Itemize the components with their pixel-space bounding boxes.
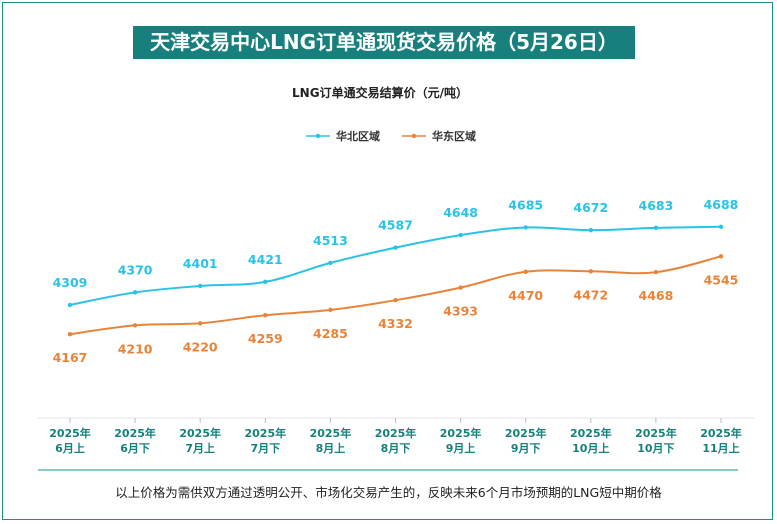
x-tick-label-year: 2025年 [179, 426, 221, 440]
legend-swatch-dot [315, 133, 321, 139]
x-tick-label-period: 9月下 [511, 442, 541, 455]
x-tick-label-period: 8月上 [316, 441, 346, 455]
footer-note: 以上价格为需供双方通过透明公开、市场化交易产生的，反映未来6个月市场预期的LNG… [115, 485, 662, 500]
x-tick-label-year: 2025年 [700, 426, 742, 440]
data-label: 4545 [704, 272, 739, 287]
data-label: 4285 [313, 326, 348, 341]
data-point [523, 269, 528, 274]
x-tick-label-period: 7月下 [250, 442, 280, 455]
data-label: 4688 [704, 197, 739, 212]
data-label: 4220 [183, 339, 218, 354]
data-label: 4393 [443, 304, 478, 319]
x-tick-label-period: 10月下 [637, 442, 674, 455]
data-point [458, 285, 463, 290]
data-point [67, 331, 73, 337]
data-label: 4470 [508, 288, 543, 303]
x-tick-label-year: 2025年 [570, 426, 612, 440]
data-label: 4167 [53, 350, 88, 365]
data-label: 4259 [248, 331, 283, 346]
data-point [523, 225, 528, 230]
data-point [718, 224, 724, 230]
data-label: 4309 [53, 275, 88, 290]
x-axis: 2025年6月上2025年6月下2025年7月上2025年7月下2025年8月上… [38, 417, 754, 471]
x-tick-label-period: 7月上 [185, 441, 215, 455]
legend-item: 华北区域 [306, 129, 380, 143]
data-point [328, 307, 333, 313]
data-point [263, 313, 268, 318]
series-1: 4309 4370 4401 4421 4513 4587 4648 4685 4672 4683… [53, 197, 739, 308]
data-label: 4472 [573, 287, 608, 302]
data-label: 4672 [573, 200, 608, 215]
data-point [132, 290, 138, 295]
data-label: 4332 [378, 316, 413, 331]
data-point [458, 232, 463, 238]
data-point [393, 245, 398, 250]
data-label: 4468 [639, 288, 674, 303]
data-point [328, 260, 333, 266]
x-tick-label-year: 2025年 [505, 426, 547, 440]
data-label: 4685 [508, 197, 543, 212]
data-point [263, 279, 268, 285]
data-point [588, 227, 593, 233]
x-tick-label-year: 2025年 [375, 426, 417, 440]
x-tick-label-year: 2025年 [635, 426, 677, 440]
data-point [198, 321, 203, 326]
data-point [67, 302, 73, 308]
data-point [198, 283, 203, 289]
page-title: 天津交易中心LNG订单通现货交易价格（5月26日） [133, 26, 635, 59]
data-point [653, 269, 659, 275]
legend-label: 华北区域 [336, 129, 380, 143]
x-tick-label-period: 6月下 [120, 442, 150, 455]
data-label: 4683 [639, 198, 674, 213]
x-tick-label-year: 2025年 [440, 426, 482, 440]
legend: 华北区域 华东区域 [306, 129, 476, 143]
data-label: 4421 [248, 252, 283, 267]
legend-swatch-dot [411, 133, 417, 139]
data-point [653, 225, 659, 231]
series-line [69, 225, 722, 306]
data-label: 4648 [443, 205, 478, 220]
x-tick-label-period: 9月上 [446, 441, 476, 455]
data-point [718, 254, 724, 259]
series-layer: 4309 4370 4401 4421 4513 4587 4648 4685 4672 4683… [53, 197, 739, 365]
data-label: 4370 [118, 262, 153, 277]
chart-title: LNG订单通交易结算价（元/吨） [292, 85, 468, 100]
series-2: 4167 4210 4220 4259 4285 4332 4393 4470 4472 4468… [53, 254, 739, 365]
x-tick-label-year: 2025年 [49, 426, 91, 440]
x-tick-label-year: 2025年 [244, 426, 286, 440]
legend-item: 华东区域 [402, 129, 476, 143]
data-point [132, 323, 138, 328]
x-tick-label-year: 2025年 [310, 426, 352, 440]
data-point [393, 297, 398, 303]
x-tick-label-period: 6月上 [55, 441, 85, 455]
data-label: 4210 [118, 341, 153, 356]
x-tick-label-period: 11月上 [702, 441, 739, 455]
x-tick-label-period: 10月上 [572, 441, 609, 455]
x-tick-label-period: 8月下 [381, 442, 411, 455]
data-label: 4401 [183, 256, 218, 271]
data-label: 4513 [313, 233, 348, 248]
legend-label: 华东区域 [432, 129, 476, 143]
x-tick-label-year: 2025年 [114, 426, 156, 440]
data-point [588, 269, 593, 274]
data-label: 4587 [378, 218, 413, 233]
